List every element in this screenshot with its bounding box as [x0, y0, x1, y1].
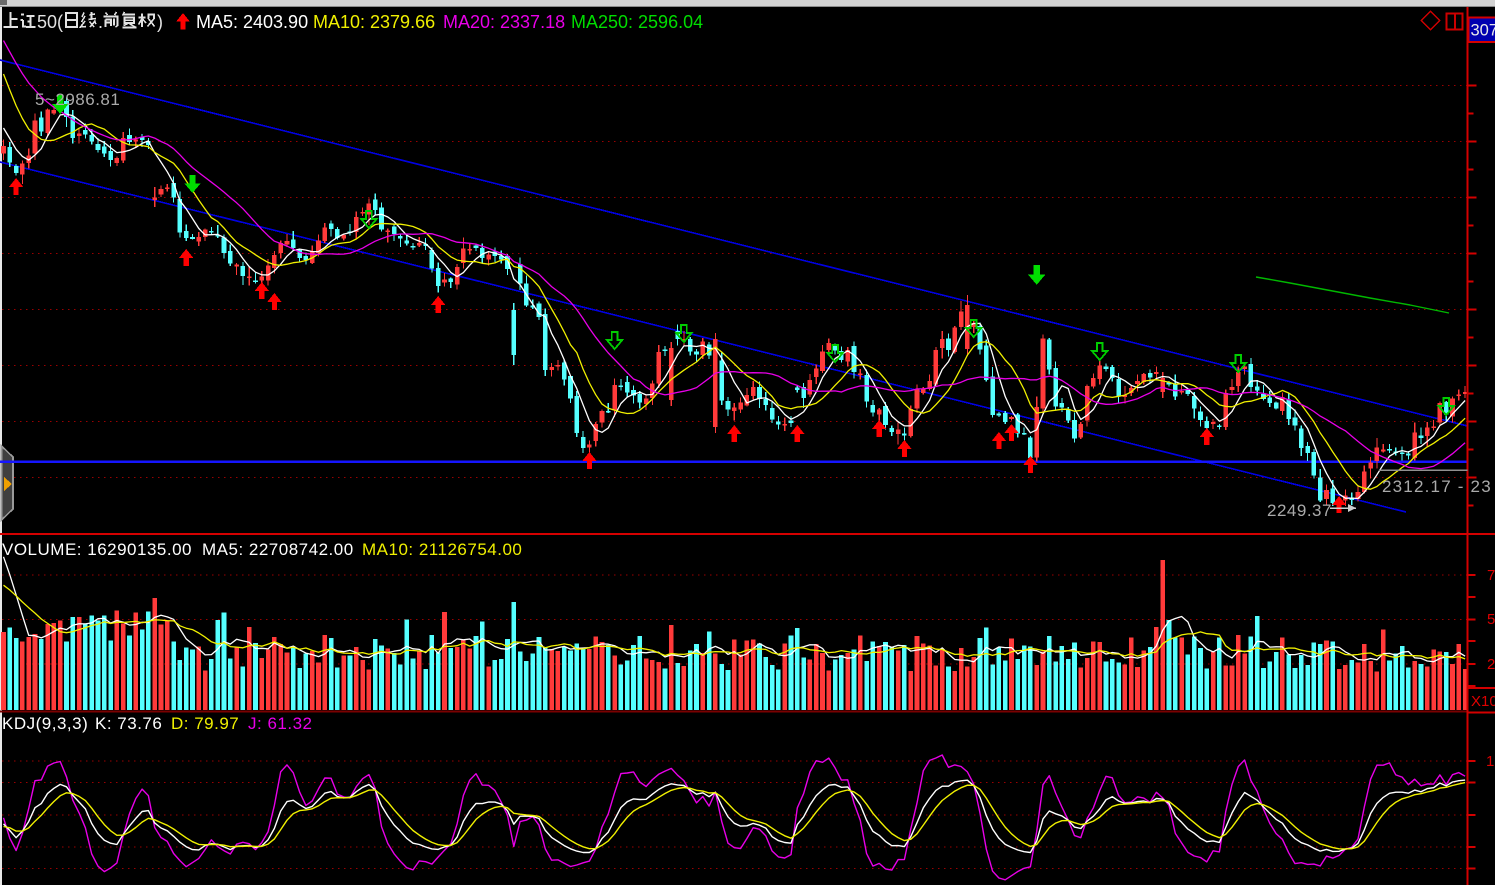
svg-text:MA10: 21126754.00: MA10: 21126754.00 — [362, 540, 522, 559]
svg-text:100.00: 100.00 — [1486, 753, 1495, 770]
svg-text:5~2986.81: 5~2986.81 — [35, 90, 120, 109]
svg-text:2249.37: 2249.37 — [1267, 501, 1332, 520]
svg-text:50000000: 50000000 — [1487, 611, 1495, 628]
svg-text:75000000: 75000000 — [1487, 567, 1495, 584]
svg-text:.: . — [98, 12, 103, 32]
svg-text:50(: 50( — [37, 12, 63, 32]
svg-text:MA5: 2403.90: MA5: 2403.90 — [196, 12, 308, 32]
svg-text:J: 61.32: J: 61.32 — [248, 714, 313, 733]
svg-text:25000000: 25000000 — [1487, 656, 1495, 673]
svg-text:VOLUME: 16290135.00: VOLUME: 16290135.00 — [2, 540, 192, 559]
svg-text:X10: X10 — [1471, 693, 1495, 710]
svg-text:K: 73.76: K: 73.76 — [95, 714, 162, 733]
svg-text:D: 79.97: D: 79.97 — [171, 714, 239, 733]
svg-text:2312.17 - 23: 2312.17 - 23 — [1382, 477, 1492, 496]
svg-text:MA20: 2337.18: MA20: 2337.18 — [443, 12, 565, 32]
svg-text:MA10: 2379.66: MA10: 2379.66 — [313, 12, 435, 32]
svg-text:): ) — [157, 12, 163, 32]
svg-text:3075: 3075 — [1471, 22, 1495, 40]
svg-text:MA250: 2596.04: MA250: 2596.04 — [571, 12, 703, 32]
svg-text:MA5: 22708742.00: MA5: 22708742.00 — [202, 540, 354, 559]
svg-text:KDJ(9,3,3): KDJ(9,3,3) — [2, 714, 88, 733]
